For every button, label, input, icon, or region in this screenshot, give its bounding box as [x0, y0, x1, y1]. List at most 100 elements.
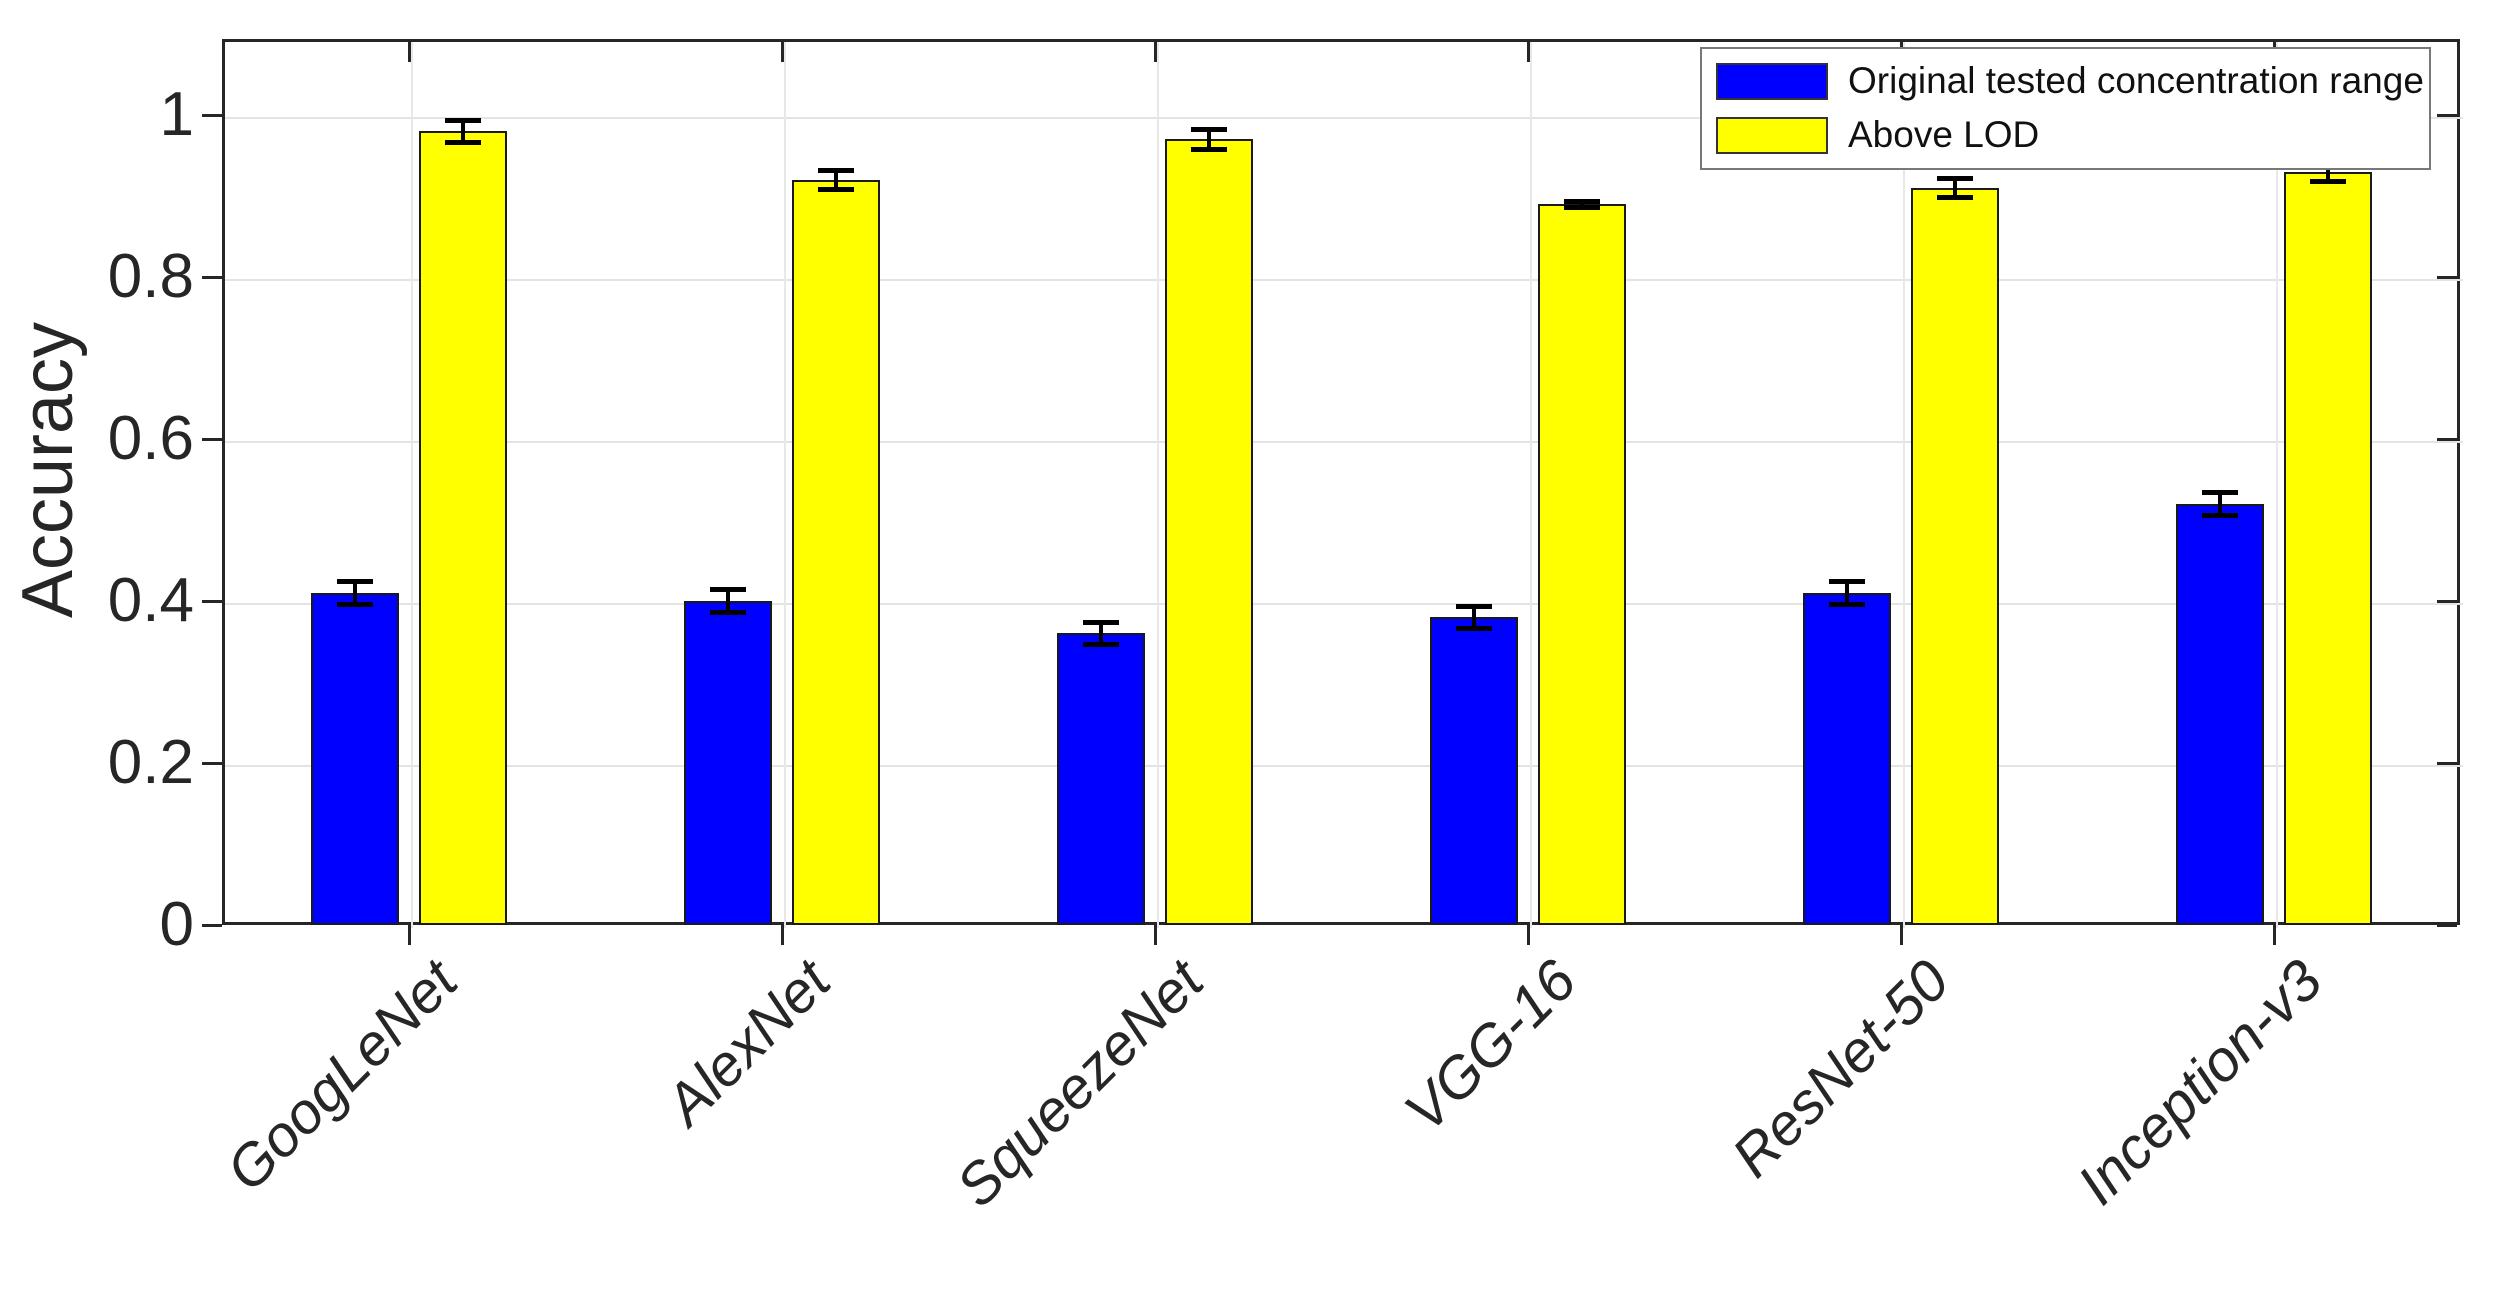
- error-bar-ResNet-50-blue: [1844, 583, 1849, 603]
- bar-Inception-v3-yellow: [2283, 171, 2372, 925]
- gridline-x-SqueezeNet: [1156, 42, 1159, 928]
- error-cap-top-GoogLeNet-1: [444, 117, 481, 123]
- bar-GoogLeNet-yellow: [418, 131, 507, 925]
- ytick-label-0.8: 0.8: [107, 242, 194, 312]
- xtick-top-AlexNet: [780, 42, 784, 62]
- ytick-right-0.2: [2437, 762, 2457, 766]
- xtick-label-SqueezeNet: SqueezeNet: [943, 947, 1216, 1220]
- error-cap-bottom-Inception-v3-0: [2201, 512, 2238, 518]
- xtick-top-VGG-16: [1526, 42, 1530, 62]
- ytick-right-0.8: [2437, 276, 2457, 280]
- xtick-top-GoogLeNet: [407, 42, 411, 62]
- xtick-top-SqueezeNet: [1153, 42, 1157, 62]
- xtick-label-AlexNet: AlexNet: [652, 947, 843, 1138]
- bar-ResNet-50-blue: [1802, 592, 1891, 925]
- xtick-label-ResNet-50: ResNet-50: [1719, 947, 1962, 1190]
- legend-item-above-lod: Above LOD: [1702, 111, 2429, 159]
- error-bar-GoogLeNet-blue: [352, 583, 357, 603]
- xtick-bottom-GoogLeNet: [407, 925, 411, 945]
- legend-swatch-yellow: [1716, 116, 1828, 154]
- ytick-right-0: [2437, 924, 2457, 927]
- gridline-x-ResNet-50: [1902, 42, 1905, 928]
- xtick-bottom-ResNet-50: [1899, 925, 1903, 945]
- gridline-x-VGG-16: [1529, 42, 1532, 928]
- error-cap-bottom-AlexNet-0: [709, 609, 746, 615]
- ytick-label-0.4: 0.4: [107, 566, 194, 636]
- gridline-y-0.4: [225, 603, 2463, 606]
- error-cap-bottom-VGG-16-0: [1455, 625, 1492, 631]
- error-bar-VGG-16-yellow: [1579, 202, 1584, 206]
- gridline-x-Inception-v3: [2275, 42, 2278, 928]
- error-bar-ResNet-50-yellow: [1952, 179, 1957, 197]
- error-cap-top-SqueezeNet-0: [1082, 619, 1119, 625]
- bar-VGG-16-yellow: [1537, 204, 1626, 925]
- error-bar-AlexNet-blue: [725, 591, 730, 611]
- gridline-y-1: [225, 117, 2463, 120]
- error-cap-top-SqueezeNet-1: [1190, 127, 1227, 133]
- plot-area: [222, 39, 2463, 928]
- legend-item-original-range: Original tested concentration range: [1702, 57, 2429, 105]
- bar-GoogLeNet-blue: [310, 592, 399, 925]
- error-cap-bottom-GoogLeNet-1: [444, 140, 481, 146]
- bar-AlexNet-blue: [683, 601, 772, 925]
- xtick-bottom-VGG-16: [1526, 925, 1530, 945]
- error-bar-SqueezeNet-blue: [1098, 623, 1103, 644]
- error-bar-GoogLeNet-yellow: [460, 121, 465, 142]
- bar-Inception-v3-blue: [2175, 503, 2264, 925]
- ytick-left-0.4: [202, 600, 222, 604]
- ytick-label-0: 0: [159, 890, 194, 959]
- ytick-left-1: [202, 114, 222, 118]
- error-cap-bottom-VGG-16-1: [1563, 204, 1600, 210]
- xtick-label-VGG-16: VGG-16: [1391, 947, 1589, 1145]
- gridline-y-0.6: [225, 441, 2463, 444]
- gridline-y-0.8: [225, 279, 2463, 282]
- error-bar-SqueezeNet-yellow: [1206, 131, 1211, 148]
- ytick-left-0.8: [202, 276, 222, 280]
- legend: Original tested concentration range Abov…: [1700, 47, 2431, 170]
- error-cap-bottom-SqueezeNet-0: [1082, 642, 1119, 648]
- error-cap-bottom-ResNet-50-0: [1828, 601, 1865, 607]
- legend-label-above-lod: Above LOD: [1848, 114, 2040, 155]
- legend-label-original-range: Original tested concentration range: [1848, 60, 2424, 101]
- error-cap-bottom-SqueezeNet-1: [1190, 146, 1227, 152]
- error-cap-bottom-Inception-v3-1: [2309, 178, 2346, 184]
- bar-AlexNet-yellow: [791, 179, 880, 925]
- bar-ResNet-50-yellow: [1910, 188, 1999, 925]
- gridline-x-AlexNet: [783, 42, 786, 928]
- xtick-label-GoogLeNet: GoogLeNet: [213, 947, 470, 1204]
- error-cap-top-VGG-16-0: [1455, 603, 1492, 609]
- ytick-left-0.6: [202, 438, 222, 442]
- error-cap-top-AlexNet-0: [709, 587, 746, 593]
- xtick-label-Inception-v3: Inception-v3: [2064, 947, 2335, 1218]
- ytick-label-0.6: 0.6: [107, 404, 194, 474]
- error-cap-top-ResNet-50-0: [1828, 579, 1865, 585]
- error-cap-bottom-AlexNet-1: [817, 187, 854, 193]
- error-cap-top-GoogLeNet-0: [336, 579, 373, 585]
- error-bar-Inception-v3-yellow: [2325, 163, 2330, 180]
- bar-SqueezeNet-blue: [1056, 633, 1145, 925]
- error-cap-bottom-GoogLeNet-0: [336, 601, 373, 607]
- error-cap-top-AlexNet-1: [817, 167, 854, 173]
- ytick-right-1: [2437, 114, 2457, 118]
- gridline-y-0.2: [225, 765, 2463, 768]
- xtick-bottom-Inception-v3: [2272, 925, 2276, 945]
- ytick-left-0.2: [202, 762, 222, 766]
- xtick-bottom-SqueezeNet: [1153, 925, 1157, 945]
- error-cap-top-VGG-16-1: [1563, 198, 1600, 204]
- legend-swatch-blue: [1716, 62, 1828, 100]
- error-bar-AlexNet-yellow: [833, 171, 838, 188]
- error-bar-Inception-v3-blue: [2217, 494, 2222, 514]
- ytick-label-1: 1: [159, 80, 194, 150]
- error-cap-top-Inception-v3-0: [2201, 490, 2238, 496]
- error-bar-VGG-16-blue: [1471, 607, 1476, 627]
- ytick-label-0.2: 0.2: [107, 728, 194, 798]
- bar-SqueezeNet-yellow: [1164, 139, 1253, 925]
- ytick-left-0: [202, 924, 222, 927]
- ytick-right-0.6: [2437, 438, 2457, 442]
- error-cap-top-ResNet-50-1: [1936, 175, 1973, 181]
- ytick-right-0.4: [2437, 600, 2457, 604]
- bar-VGG-16-blue: [1429, 617, 1518, 925]
- xtick-bottom-AlexNet: [780, 925, 784, 945]
- error-cap-bottom-ResNet-50-1: [1936, 195, 1973, 201]
